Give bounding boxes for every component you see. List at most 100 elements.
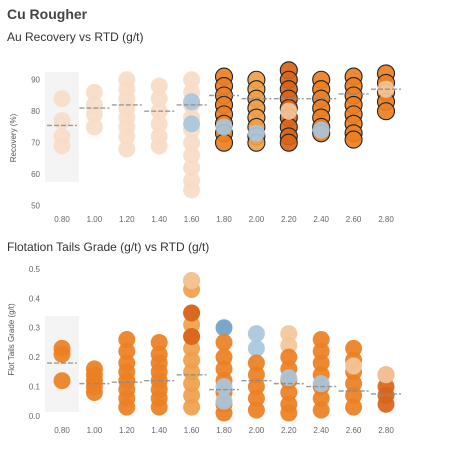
data-point[interactable] (183, 93, 201, 111)
data-point[interactable] (215, 319, 233, 337)
data-point[interactable] (183, 328, 201, 346)
data-point[interactable] (215, 378, 233, 396)
data-point[interactable] (247, 124, 265, 142)
chart2-title: Flotation Tails Grade (g/t) vs RTD (g/t) (7, 240, 210, 254)
data-point[interactable] (150, 77, 168, 95)
y-tick-label: 0.3 (29, 324, 41, 333)
data-point[interactable] (150, 333, 168, 351)
data-point[interactable] (312, 342, 330, 360)
data-point[interactable] (312, 331, 330, 348)
data-point[interactable] (280, 369, 298, 387)
data-point[interactable] (85, 383, 103, 401)
x-tick-label: 2.00 (249, 215, 265, 224)
data-point[interactable] (280, 336, 298, 354)
data-point[interactable] (118, 398, 136, 416)
x-tick-label: 1.40 (151, 426, 167, 435)
x-tick-label: 2.40 (313, 215, 329, 224)
y-tick-label: 0.1 (29, 383, 41, 392)
data-point[interactable] (312, 389, 330, 407)
data-point[interactable] (280, 325, 298, 343)
x-tick-label: 2.00 (249, 426, 265, 435)
y-tick-label: 0.2 (29, 353, 41, 362)
data-point[interactable] (345, 398, 363, 416)
x-tick-label: 0.80 (54, 426, 70, 435)
data-point[interactable] (280, 404, 298, 422)
data-point[interactable] (376, 102, 396, 121)
data-point[interactable] (183, 181, 201, 199)
data-point[interactable] (280, 348, 298, 366)
data-point[interactable] (279, 133, 298, 152)
data-point[interactable] (85, 105, 103, 123)
data-point[interactable] (85, 83, 103, 101)
data-point[interactable] (53, 372, 71, 390)
data-point[interactable] (215, 392, 233, 410)
data-point[interactable] (247, 339, 265, 357)
y-tick-label: 0.0 (29, 412, 41, 421)
data-point[interactable] (344, 130, 363, 149)
data-point[interactable] (183, 363, 201, 381)
data-point[interactable] (280, 102, 298, 120)
data-point[interactable] (247, 325, 265, 343)
data-point[interactable] (183, 398, 201, 416)
data-point[interactable] (247, 401, 265, 419)
data-point[interactable] (377, 366, 395, 384)
data-point[interactable] (312, 375, 330, 393)
data-point[interactable] (183, 339, 201, 357)
data-point[interactable] (215, 348, 233, 366)
x-tick-label: 1.60 (184, 426, 200, 435)
x-tick-label: 1.40 (151, 215, 167, 224)
data-point[interactable] (85, 118, 103, 136)
data-point[interactable] (183, 351, 201, 369)
data-point[interactable] (247, 366, 265, 384)
x-tick-label: 0.80 (54, 215, 70, 224)
data-point[interactable] (183, 134, 201, 152)
data-point[interactable] (312, 354, 330, 372)
data-point[interactable] (150, 398, 168, 416)
data-point[interactable] (312, 401, 330, 419)
data-point[interactable] (150, 90, 168, 108)
data-point[interactable] (247, 389, 265, 407)
data-point[interactable] (247, 354, 265, 372)
data-point[interactable] (215, 404, 233, 422)
data-point[interactable] (118, 127, 136, 145)
data-point[interactable] (53, 345, 71, 363)
backdrop-box (45, 316, 79, 412)
data-point[interactable] (183, 304, 201, 322)
y-axis-label: Flot Tails Grade (g/t) (7, 303, 16, 376)
x-tick-label: 1.80 (216, 426, 232, 435)
data-point[interactable] (118, 342, 136, 360)
data-point[interactable] (150, 115, 168, 133)
data-point[interactable] (247, 378, 265, 396)
data-point[interactable] (183, 71, 201, 89)
data-point[interactable] (377, 395, 395, 413)
data-point[interactable] (280, 383, 298, 401)
data-point[interactable] (183, 386, 201, 404)
data-point[interactable] (53, 90, 71, 108)
data-point[interactable] (215, 118, 233, 136)
data-point[interactable] (150, 137, 168, 155)
data-point[interactable] (215, 360, 233, 378)
data-point[interactable] (183, 375, 201, 393)
y-tick-label: 50 (31, 202, 40, 211)
x-tick-label: 2.40 (313, 426, 329, 435)
data-point[interactable] (345, 339, 363, 357)
y-tick-label: 70 (31, 139, 40, 148)
data-point[interactable] (183, 159, 201, 177)
data-point[interactable] (53, 137, 71, 155)
data-point[interactable] (183, 146, 201, 164)
data-point[interactable] (183, 115, 201, 133)
x-tick-label: 1.00 (87, 426, 103, 435)
data-point[interactable] (312, 121, 330, 139)
data-point[interactable] (118, 140, 136, 158)
data-point[interactable] (183, 316, 201, 334)
data-point[interactable] (183, 272, 201, 290)
x-tick-label: 2.80 (378, 215, 394, 224)
data-point[interactable] (215, 333, 233, 351)
data-point[interactable] (345, 375, 363, 393)
y-tick-label: 0.4 (29, 294, 41, 303)
x-tick-label: 2.60 (346, 215, 362, 224)
data-point[interactable] (118, 331, 136, 348)
data-point[interactable] (345, 357, 363, 375)
